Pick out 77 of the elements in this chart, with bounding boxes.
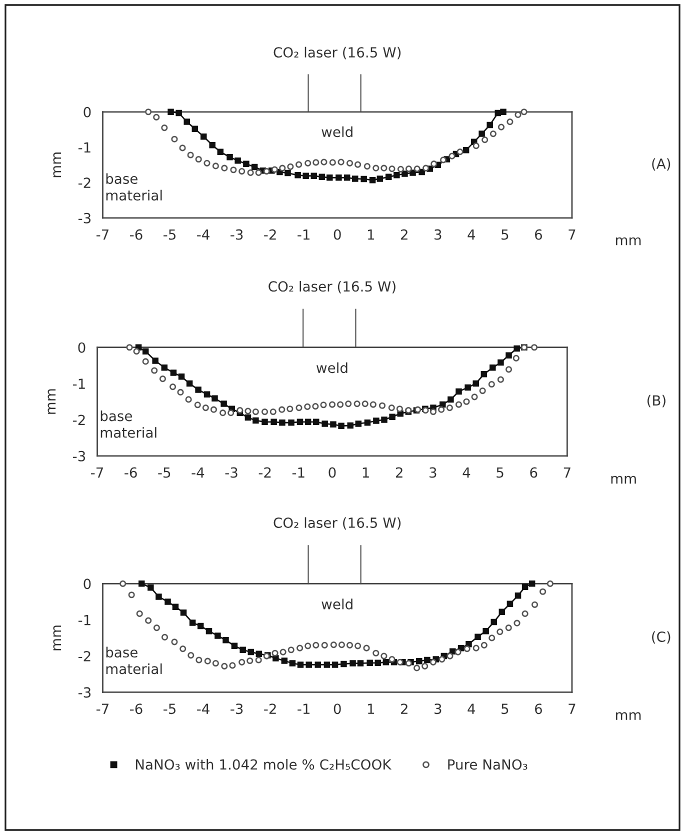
x-tick-label: 5	[502, 704, 508, 714]
annotation: weld	[322, 126, 352, 138]
x-tick-label: 4	[462, 467, 470, 478]
x-tick-label: 2	[400, 704, 408, 714]
x-tick-label: 1	[368, 704, 374, 714]
y-tick-label: 0	[84, 106, 91, 118]
text: CO₂ laser (16.5 W)	[274, 517, 401, 530]
x-tick-label: 6	[530, 467, 538, 478]
y-tick-label: -2	[78, 178, 90, 188]
x-tick-label: -7	[91, 467, 104, 478]
y-tick-label: -2	[78, 651, 90, 662]
x-tick-label: -6	[130, 704, 142, 714]
x-tick-label: 5	[502, 229, 508, 240]
annotation: weld	[322, 598, 352, 610]
x-tick-label: -6	[130, 229, 142, 240]
x-axis-title: mm	[616, 237, 641, 246]
x-tick-label: -2	[258, 467, 271, 478]
x-tick-label: 0	[334, 229, 341, 240]
y-axis-title: mm	[48, 389, 56, 414]
y-tick-label: -1	[72, 378, 85, 389]
x-tick-label: 4	[468, 229, 476, 240]
y-tick-label: -3	[72, 450, 86, 462]
x-tick-label: 1	[368, 229, 374, 240]
y-tick-label: -3	[78, 687, 91, 698]
y-tick-label: 0	[84, 578, 91, 590]
x-tick-label: 2	[396, 467, 402, 478]
x-tick-label: -3	[230, 229, 243, 240]
text: (A)	[652, 158, 670, 171]
x-tick-label: 3	[434, 704, 442, 714]
annotation: weld	[316, 362, 348, 374]
annotation: base material	[106, 646, 162, 674]
x-tick-label: -5	[164, 229, 176, 240]
text: (C)	[652, 631, 670, 644]
y-axis-title: mm	[53, 626, 62, 650]
x-tick-label: -4	[197, 229, 210, 240]
x-tick-label: 0	[334, 704, 341, 714]
x-tick-label: -4	[197, 704, 210, 714]
x-tick-label: 7	[564, 467, 570, 478]
x-tick-label: 1	[362, 467, 369, 478]
y-tick-label: 0	[78, 342, 86, 353]
x-tick-label: -2	[264, 229, 276, 240]
y-tick-label: -1	[78, 615, 90, 626]
y-tick-label: -1	[78, 142, 90, 153]
x-tick-label: 4	[468, 704, 476, 714]
text: CO₂ laser (16.5 W)	[268, 280, 396, 294]
x-tick-label: 6	[535, 704, 542, 714]
x-tick-label: -7	[96, 704, 108, 714]
y-tick-label: -2	[72, 414, 85, 426]
x-tick-label: -1	[292, 467, 304, 478]
x-tick-label: 6	[535, 229, 542, 240]
x-tick-label: 7	[568, 704, 576, 714]
x-tick-label: -7	[96, 229, 108, 240]
x-tick-label: 3	[430, 467, 436, 478]
x-tick-label: 3	[434, 229, 442, 240]
x-axis-title: mm	[616, 712, 641, 720]
x-tick-label: -6	[124, 467, 137, 478]
x-tick-label: -1	[298, 704, 310, 714]
legend-label: NaNO₃ with 1.042 mole % C₂H₅COOK	[136, 758, 392, 770]
annotation: base material	[100, 410, 156, 438]
x-tick-label: -5	[164, 704, 176, 714]
x-tick-label: -2	[264, 704, 276, 714]
x-tick-label: -3	[230, 704, 243, 714]
text: CO₂ laser (16.5 W)	[274, 46, 401, 60]
x-tick-label: 0	[328, 467, 336, 478]
x-tick-label: 5	[496, 467, 504, 478]
x-tick-label: -3	[225, 467, 238, 478]
x-tick-label: 7	[568, 229, 576, 240]
x-axis-title: mm	[611, 476, 636, 484]
text: (B)	[647, 394, 666, 408]
y-tick-label: -3	[78, 212, 91, 224]
x-tick-label: 2	[400, 229, 408, 240]
x-tick-label: -5	[158, 467, 170, 478]
annotation: base material	[106, 173, 162, 201]
legend-label: Pure NaNO₃	[448, 759, 528, 770]
y-axis-title: mm	[53, 152, 62, 178]
x-tick-label: -1	[298, 229, 310, 240]
x-tick-label: -4	[192, 467, 204, 478]
